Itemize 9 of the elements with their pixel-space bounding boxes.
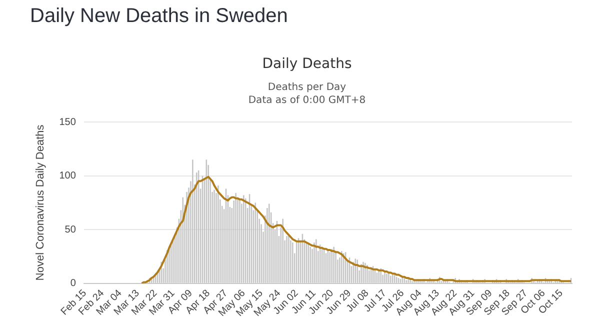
y-tick-label: 50 [64,224,76,236]
y-tick-label: 0 [70,278,76,290]
y-tick-label: 100 [59,170,76,182]
y-tick-label: 150 [59,116,76,128]
y-axis-title: Novel Coronavirus Daily Deaths [34,124,47,281]
text: Deaths per Day [266,82,348,93]
chart-subtitle: Daily Deaths [261,56,353,72]
text: Data as of 0:00 GMT+8 [247,95,367,106]
chart-title: Daily New Deaths in Sweden [30,5,288,28]
